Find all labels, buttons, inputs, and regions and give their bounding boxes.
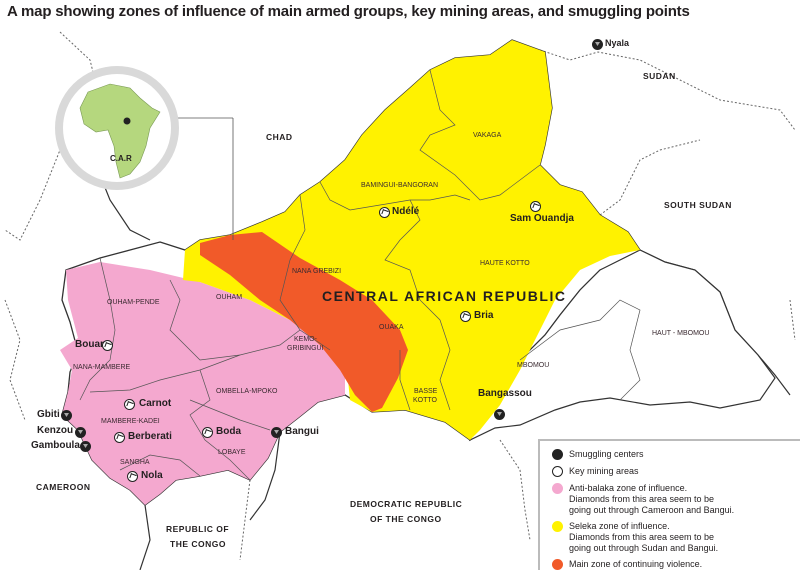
country-label-cameroon: CAMEROON xyxy=(36,482,91,492)
prefecture-label: HAUT - MBOMOU xyxy=(652,330,710,337)
orange-swatch xyxy=(552,559,563,570)
legend: Smuggling centers Key mining areas Anti-… xyxy=(538,439,800,570)
prefecture-label: HAUTE KOTTO xyxy=(480,260,530,267)
smuggling-center-icon xyxy=(80,441,91,452)
prefecture-boundaries xyxy=(79,69,641,481)
mining-area-icon xyxy=(114,432,125,443)
country-label-south-sudan: SOUTH SUDAN xyxy=(664,200,732,210)
country-label-congo-2: THE CONGO xyxy=(170,539,226,549)
mining-area-icon xyxy=(552,466,563,477)
mining-area-icon xyxy=(102,340,113,351)
mining-area-label: Boda xyxy=(216,426,241,437)
country-label-sudan: SUDAN xyxy=(643,71,676,81)
prefecture-label: KOTTO xyxy=(413,397,437,404)
smuggling-center-label: Nyala xyxy=(605,38,630,48)
country-label-chad: CHAD xyxy=(266,132,293,142)
mining-area-icon xyxy=(460,311,471,322)
mining-area-label: Carnot xyxy=(139,398,172,409)
smuggling-center-icon xyxy=(61,410,72,421)
mining-area-label: Bria xyxy=(474,310,494,321)
mining-area-icon xyxy=(124,399,135,410)
prefecture-label: OMBELLA-MPOKO xyxy=(216,388,278,395)
smuggling-center-icon xyxy=(494,409,505,420)
inset-label: C.A.R xyxy=(110,154,132,163)
prefecture-label: MBOMOU xyxy=(517,362,550,369)
prefecture-label: OUAKA xyxy=(379,324,404,331)
mining-area-label: Berberati xyxy=(128,431,172,442)
prefecture-label: LOBAYE xyxy=(218,449,246,456)
mining-area-label: Sam Ouandja xyxy=(510,213,574,224)
smuggling-center-label: Gamboula xyxy=(31,440,80,451)
map-title: A map showing zones of influence of main… xyxy=(7,3,690,20)
country-label-drc-2: OF THE CONGO xyxy=(370,514,442,524)
smuggling-center-icon xyxy=(75,427,86,438)
pink-swatch xyxy=(552,483,563,494)
country-label-drc-1: DEMOCRATIC REPUBLIC xyxy=(350,499,463,509)
prefecture-label: SANGHA xyxy=(120,459,150,466)
smuggling-center-icon xyxy=(271,427,282,438)
prefecture-label: GRIBINGUI xyxy=(287,345,324,352)
prefecture-label: MAMBERE-KADEI xyxy=(101,418,160,425)
mining-area-label: Nola xyxy=(141,470,163,481)
mining-area-icon xyxy=(202,427,213,438)
smuggling-center-label: Gbiti xyxy=(37,409,60,420)
prefecture-label: KEMO- xyxy=(294,336,317,343)
mining-area-icon xyxy=(530,201,541,212)
africa-icon xyxy=(79,83,161,179)
car-inset-marker xyxy=(123,117,131,125)
prefecture-label: OUHAM xyxy=(216,294,243,301)
country-label-congo-1: REPUBLIC OF xyxy=(166,524,230,534)
country-label-car: CENTRAL AFRICAN REPUBLIC xyxy=(322,288,567,304)
anti-balaka-zone xyxy=(60,262,345,505)
smuggling-center-icon xyxy=(552,449,563,460)
smuggling-center-label: Bangui xyxy=(285,426,319,437)
prefecture-label: BASSE xyxy=(414,388,438,395)
mining-area-icon xyxy=(379,207,390,218)
violence-zone xyxy=(200,232,408,412)
prefecture-label: NANA GREBIZI xyxy=(292,268,342,275)
smuggling-center-label: Kenzou xyxy=(37,425,74,436)
smuggling-center-label: Bangassou xyxy=(478,388,532,399)
mining-area-label: Bouar xyxy=(75,339,104,350)
seleka-zone xyxy=(183,40,640,440)
mining-area-icon xyxy=(127,471,138,482)
international-borders xyxy=(4,31,796,561)
prefecture-label: NANA-MAMBERE xyxy=(73,364,131,371)
prefecture-label: OUHAM-PENDE xyxy=(107,299,160,306)
smuggling-center-icon xyxy=(592,39,603,50)
prefecture-label: BAMINGUI-BANGORAN xyxy=(361,182,439,189)
mining-area-label: Ndélé xyxy=(392,206,420,217)
prefecture-label: VAKAGA xyxy=(473,132,502,139)
yellow-swatch xyxy=(552,521,563,532)
